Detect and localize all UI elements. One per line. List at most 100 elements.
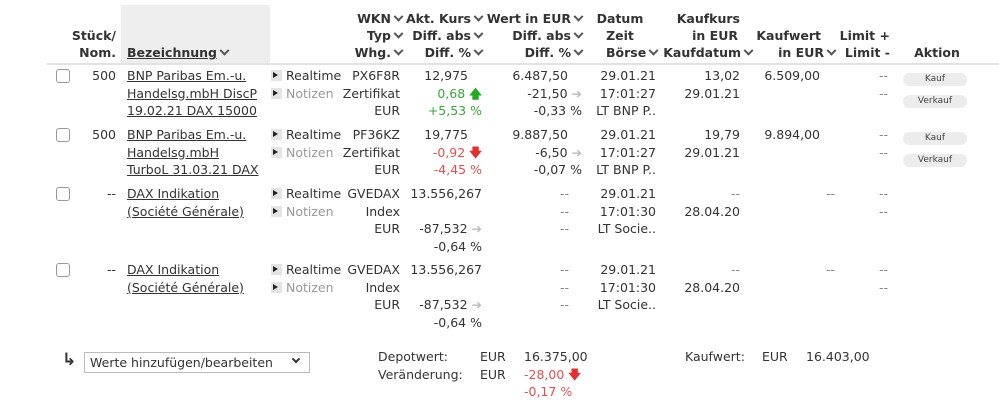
sort-kaufdatum[interactable]: Kaufdatum	[660, 44, 754, 61]
chevron-down-icon[interactable]	[826, 45, 837, 56]
chevron-down-icon[interactable]	[573, 45, 584, 56]
row-diff-abs: -87,532	[419, 221, 468, 236]
row-stueck: 500	[92, 127, 116, 142]
header-wkn-label[interactable]: WKN	[357, 11, 391, 26]
realtime-link[interactable]: Realtime	[271, 261, 341, 279]
row-diff-abs: -87,532	[419, 297, 468, 312]
chevron-down-icon[interactable]	[648, 45, 659, 56]
header-akt-kurs-label[interactable]: Akt. Kurs	[405, 11, 471, 26]
row-wert: -- -- --	[485, 261, 569, 314]
header-wert-label[interactable]: Wert in EUR	[486, 11, 571, 26]
chevron-down-icon[interactable]	[291, 354, 301, 364]
header-boerse-label[interactable]: Börse	[606, 45, 647, 60]
notizen-link[interactable]: Notizen	[271, 85, 341, 103]
header-bezeichnung-label[interactable]: Bezeichnung	[127, 45, 217, 60]
notizen-link[interactable]: Notizen	[271, 279, 341, 297]
row-name-link[interactable]: BNP Paribas Em.-u. Handelsg.mbH TurboL 3…	[127, 126, 258, 179]
row-name-line[interactable]: DAX Indikation	[127, 186, 220, 201]
row-kurs: 13.556,267 -87,532 ➔ -0,64 %	[400, 185, 482, 255]
row-name-line[interactable]: 19.02.21 DAX 15000	[127, 103, 257, 118]
sort-kaufwert[interactable]: in EUR	[755, 44, 837, 61]
row-checkbox[interactable]	[56, 187, 70, 201]
chevron-down-icon[interactable]	[743, 45, 754, 56]
kaufwert-currency: EUR	[762, 349, 788, 364]
row-name-line[interactable]: DAX Indikation	[127, 262, 220, 277]
row-name-line[interactable]: (Société Générale)	[127, 203, 244, 219]
row-wkn: PF36KZ	[352, 127, 400, 142]
notizen-label[interactable]: Notizen	[286, 203, 334, 219]
chevron-down-icon[interactable]	[573, 11, 584, 22]
row-name-line[interactable]: Handelsg.mbH DiscP	[127, 85, 258, 101]
sort-boerse[interactable]: Börse	[590, 44, 660, 61]
header-kaufwert-in-eur-label[interactable]: in EUR	[778, 45, 824, 60]
row-name-line[interactable]: BNP Paribas Em.-u.	[127, 127, 247, 142]
row-name-line[interactable]: Handelsg.mbH	[127, 144, 220, 160]
row-datum-value: 29.01.21	[600, 127, 656, 142]
row-wkn: PX6F8R	[352, 68, 400, 83]
row-checkbox[interactable]	[56, 263, 70, 277]
sort-wert-diff-abs[interactable]: Diff. abs	[485, 27, 584, 44]
header-diff-abs-label[interactable]: Diff. abs	[412, 28, 471, 43]
sort-wert-diff-pct[interactable]: Diff. %	[485, 44, 584, 61]
sort-akt-kurs[interactable]: Akt. Kurs	[400, 10, 484, 27]
verkauf-button[interactable]: Verkauf	[903, 154, 967, 167]
realtime-label[interactable]: Realtime	[286, 68, 342, 83]
row-wert: 6.487,50 -21,50 ➔ -0,33 %	[485, 67, 582, 120]
row-name-line[interactable]: TurboL 31.03.21 DAX	[127, 162, 259, 177]
realtime-label[interactable]: Realtime	[286, 186, 342, 201]
row-datum: 29.01.21 17:01:30 LT Socie..	[590, 185, 656, 238]
row-wkn: GVEDAX	[347, 262, 400, 277]
row-kaufkurs: -- 28.04.20	[660, 185, 740, 220]
realtime-label[interactable]: Realtime	[286, 127, 342, 142]
notizen-label[interactable]: Notizen	[286, 85, 334, 101]
realtime-link[interactable]: Realtime	[271, 67, 341, 85]
row-wert-diff-abs: --	[559, 203, 569, 219]
row-checkbox[interactable]	[56, 128, 70, 142]
chevron-down-icon[interactable]	[473, 45, 484, 56]
realtime-link[interactable]: Realtime	[271, 126, 341, 144]
header-bezeichnung[interactable]: Bezeichnung	[127, 44, 230, 61]
header-kaufkurs-label: Kaufkurs	[676, 11, 740, 26]
row-limits: -- --	[850, 185, 888, 220]
arrow-right-icon: ➔	[471, 297, 482, 312]
chevron-down-icon[interactable]	[573, 28, 584, 39]
row-checkbox[interactable]	[56, 69, 70, 83]
row-name-line[interactable]: BNP Paribas Em.-u.	[127, 68, 247, 83]
chevron-down-icon[interactable]	[473, 11, 484, 22]
chevron-down-icon[interactable]	[219, 45, 230, 56]
row-diff-abs: 0,68	[437, 85, 466, 101]
row-kaufkurs-value: 19,79	[704, 127, 740, 142]
realtime-label[interactable]: Realtime	[286, 262, 342, 277]
verkauf-button[interactable]: Verkauf	[903, 95, 967, 108]
sort-whg[interactable]: Whg.	[330, 44, 404, 61]
row-name-link[interactable]: DAX Indikation (Société Générale)	[127, 261, 244, 296]
row-wert-value: --	[559, 262, 569, 277]
header-diff-pct-label[interactable]: Diff. %	[424, 45, 471, 60]
row-name-line[interactable]: (Société Générale)	[127, 279, 244, 295]
header-wert-diff-abs-label[interactable]: Diff. abs	[512, 28, 571, 43]
notizen-label[interactable]: Notizen	[286, 279, 334, 295]
werte-select[interactable]: Werte hinzufügen/bearbeiten	[84, 352, 310, 373]
notizen-link[interactable]: Notizen	[271, 203, 341, 221]
row-kaufwert: 6.509,00	[764, 68, 820, 83]
werte-select-value[interactable]: Werte hinzufügen/bearbeiten	[90, 355, 273, 370]
notizen-label[interactable]: Notizen	[286, 144, 334, 160]
row-name-link[interactable]: DAX Indikation (Société Générale)	[127, 185, 244, 220]
sort-diff-pct[interactable]: Diff. %	[400, 44, 484, 61]
header-wert-diff-pct-label[interactable]: Diff. %	[524, 45, 571, 60]
header-typ-label[interactable]: Typ	[366, 28, 391, 43]
kauf-button[interactable]: Kauf	[903, 132, 967, 145]
chevron-down-icon[interactable]	[473, 28, 484, 39]
header-whg-label[interactable]: Whg.	[354, 45, 391, 60]
header-kaufdatum-label[interactable]: Kaufdatum	[663, 45, 741, 60]
arrow-right-icon: ➔	[571, 85, 582, 101]
sort-wkn[interactable]: WKN	[330, 10, 404, 27]
sort-typ[interactable]: Typ	[330, 27, 404, 44]
chevron-right-icon	[271, 281, 282, 293]
row-name-link[interactable]: BNP Paribas Em.-u. Handelsg.mbH DiscP 19…	[127, 67, 257, 120]
sort-diff-abs[interactable]: Diff. abs	[400, 27, 484, 44]
kauf-button[interactable]: Kauf	[903, 73, 967, 86]
realtime-link[interactable]: Realtime	[271, 185, 341, 203]
notizen-link[interactable]: Notizen	[271, 144, 341, 162]
sort-wert[interactable]: Wert in EUR	[485, 10, 584, 27]
